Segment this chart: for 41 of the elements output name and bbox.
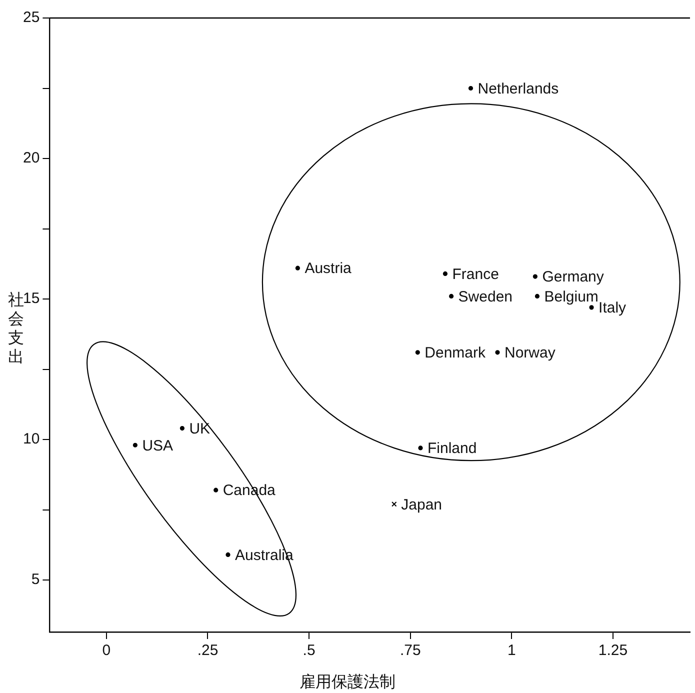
point (418, 446, 423, 450)
y-tick-label: 15 (22, 290, 40, 308)
point (495, 350, 500, 355)
annotation: Sweden (458, 288, 513, 306)
x-tick-label: .5 (302, 642, 316, 660)
point (534, 294, 540, 298)
point (392, 502, 397, 507)
point (532, 274, 538, 279)
annotation: USA (142, 437, 174, 454)
annotation: Netherlands (478, 80, 559, 98)
annotation: UK (189, 420, 210, 438)
point (449, 294, 454, 298)
annotation: Denmark (424, 344, 486, 362)
x-tick-label: 0 (102, 642, 111, 660)
x-tick-label: 1 (508, 642, 516, 660)
annotation: Italy (598, 300, 627, 317)
point (589, 305, 594, 310)
point (214, 488, 218, 492)
annotation: France (452, 266, 499, 283)
y-tick-label: 25 (22, 9, 40, 26)
point (180, 426, 185, 431)
annotation: Finland (428, 440, 477, 458)
point (226, 552, 230, 558)
point (295, 266, 300, 270)
point (415, 350, 420, 355)
y-tick-label: 5 (31, 571, 40, 588)
annotation: Norway (504, 344, 556, 362)
y-tick-label: 20 (22, 150, 40, 167)
annotation: Japan (401, 496, 442, 514)
annotation: Austria (304, 260, 352, 278)
y-axis-title: 社会支出 (8, 290, 24, 366)
x-tick-label: .75 (400, 642, 421, 660)
x-tick-label: 1.25 (598, 642, 628, 660)
x-tick-label: .25 (197, 642, 218, 660)
point (468, 86, 474, 91)
point (442, 271, 448, 276)
annotation: Belgium (544, 288, 598, 306)
x-axis-title: 雇用保護法制 (298, 672, 396, 693)
y-tick-label: 10 (22, 430, 40, 448)
point (132, 442, 138, 448)
annotation: Germany (542, 268, 604, 286)
